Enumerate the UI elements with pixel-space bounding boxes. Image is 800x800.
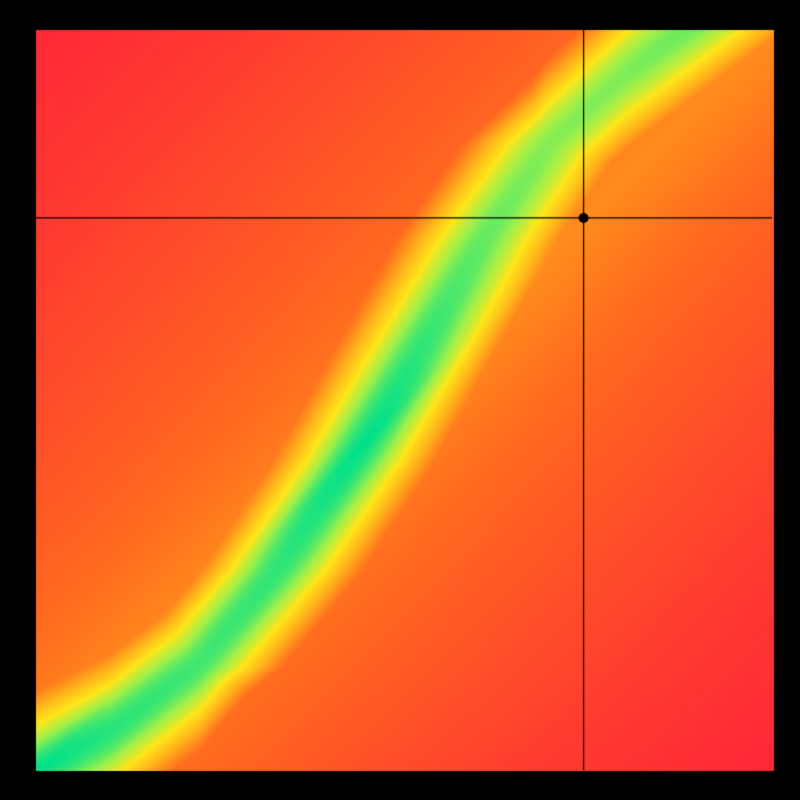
heatmap-canvas	[0, 0, 800, 800]
chart-container: TheBottleneck.com	[0, 0, 800, 800]
